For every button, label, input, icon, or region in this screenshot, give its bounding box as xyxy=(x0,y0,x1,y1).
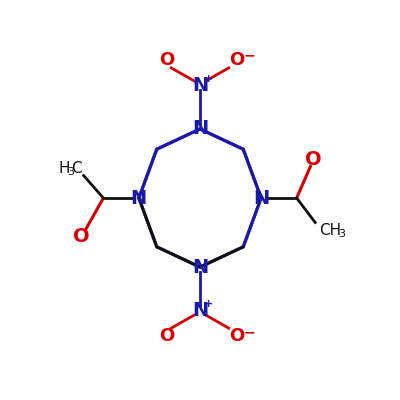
Text: −: − xyxy=(244,325,255,339)
Text: +: + xyxy=(204,299,213,309)
Text: C: C xyxy=(71,161,82,176)
Text: N: N xyxy=(131,188,147,208)
Text: O: O xyxy=(229,327,244,345)
Text: N: N xyxy=(192,76,208,95)
Text: O: O xyxy=(159,51,174,69)
Text: CH: CH xyxy=(319,223,341,238)
Text: 3: 3 xyxy=(67,166,74,176)
Text: O: O xyxy=(305,150,322,169)
Text: −: − xyxy=(244,48,255,62)
Text: N: N xyxy=(192,258,208,276)
Text: +: + xyxy=(204,74,213,84)
Text: H: H xyxy=(59,161,70,176)
Text: O: O xyxy=(229,51,244,69)
Text: N: N xyxy=(253,188,269,208)
Text: O: O xyxy=(159,327,174,345)
Text: N: N xyxy=(192,301,208,320)
Text: O: O xyxy=(73,227,90,246)
Text: N: N xyxy=(192,120,208,138)
Text: 3: 3 xyxy=(338,228,346,238)
